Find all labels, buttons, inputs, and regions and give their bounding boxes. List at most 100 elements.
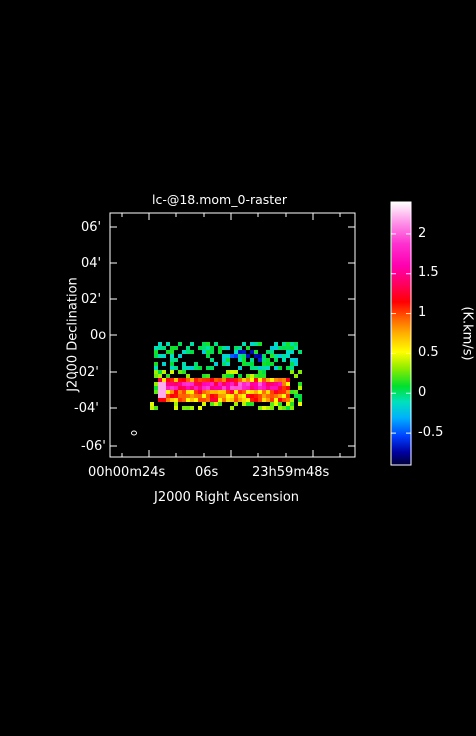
map-pixel [230, 390, 234, 394]
map-pixel [290, 358, 294, 362]
map-pixel [210, 378, 214, 382]
map-pixel [158, 370, 162, 374]
map-pixel [182, 386, 186, 390]
map-pixel [278, 386, 282, 390]
map-pixel [182, 394, 186, 398]
map-pixel [222, 346, 226, 350]
map-pixel [286, 342, 290, 346]
map-pixel [254, 374, 258, 378]
map-pixel [162, 390, 166, 394]
colorbar-tick-label: 0 [418, 385, 427, 400]
map-pixel [226, 382, 230, 386]
colorbar-tick-label: 2 [418, 226, 427, 241]
map-pixel [246, 346, 250, 350]
map-pixel [194, 394, 198, 398]
map-pixel [254, 378, 258, 382]
map-pixel [218, 402, 222, 406]
map-pixel [170, 382, 174, 386]
map-pixel [218, 350, 222, 354]
map-pixel [190, 394, 194, 398]
map-pixel [166, 378, 170, 382]
map-pixel [182, 390, 186, 394]
map-pixel [222, 382, 226, 386]
map-pixel [286, 390, 290, 394]
map-pixel [186, 386, 190, 390]
chart-title: lc-@18.mom_0-raster [152, 192, 287, 207]
map-pixel [206, 398, 210, 402]
y-tick-label: -04' [74, 401, 99, 416]
map-pixel [202, 342, 206, 346]
map-pixel [234, 378, 238, 382]
map-pixel [158, 386, 162, 390]
map-pixel [186, 378, 190, 382]
map-pixel [242, 386, 246, 390]
map-pixel [154, 382, 158, 386]
map-pixel [190, 382, 194, 386]
map-pixel [258, 394, 262, 398]
map-pixel [234, 370, 238, 374]
map-pixel [266, 366, 270, 370]
map-pixel [222, 398, 226, 402]
map-pixel [274, 386, 278, 390]
map-pixel [158, 394, 162, 398]
map-pixel [286, 354, 290, 358]
map-pixel [254, 350, 258, 354]
map-pixel [274, 378, 278, 382]
map-pixel [250, 394, 254, 398]
map-pixel [278, 382, 282, 386]
map-pixel [158, 374, 162, 378]
map-pixel [270, 386, 274, 390]
map-pixel [186, 346, 190, 350]
map-pixel [182, 350, 186, 354]
map-pixel [166, 342, 170, 346]
colorbar-label: (K.km/s) [459, 306, 475, 361]
map-pixel [174, 346, 178, 350]
map-pixel [222, 354, 226, 358]
map-pixel [238, 346, 242, 350]
map-pixel [202, 346, 206, 350]
map-pixel [238, 366, 242, 370]
map-pixel [170, 390, 174, 394]
map-pixel [174, 402, 178, 406]
map-pixel [250, 342, 254, 346]
map-pixel [242, 390, 246, 394]
map-pixel [226, 374, 230, 378]
map-pixel [238, 398, 242, 402]
map-pixel [206, 346, 210, 350]
map-pixel [274, 398, 278, 402]
map-pixel [178, 370, 182, 374]
map-pixel [282, 406, 286, 410]
map-pixel [198, 366, 202, 370]
map-pixel [274, 382, 278, 386]
map-pixel [290, 390, 294, 394]
y-tick-label: 0o [90, 328, 107, 343]
map-pixel [178, 386, 182, 390]
map-pixel [154, 366, 158, 370]
map-pixel [270, 382, 274, 386]
map-pixel [230, 354, 234, 358]
map-pixel [250, 366, 254, 370]
map-pixel [246, 378, 250, 382]
map-pixel [186, 390, 190, 394]
map-pixel [202, 382, 206, 386]
map-pixel [198, 382, 202, 386]
map-pixel [262, 366, 266, 370]
map-pixel [234, 386, 238, 390]
map-pixel [274, 342, 278, 346]
map-pixel [238, 378, 242, 382]
map-pixel [218, 398, 222, 402]
map-pixel [270, 394, 274, 398]
map-pixel [186, 366, 190, 370]
map-pixel [162, 394, 166, 398]
map-pixel [270, 398, 274, 402]
map-pixel [226, 386, 230, 390]
map-pixel [158, 378, 162, 382]
map-pixel [178, 378, 182, 382]
map-pixel [250, 378, 254, 382]
map-pixel [242, 358, 246, 362]
map-pixel [162, 346, 166, 350]
map-pixel [250, 362, 254, 366]
map-pixel [270, 350, 274, 354]
map-pixel [190, 398, 194, 402]
